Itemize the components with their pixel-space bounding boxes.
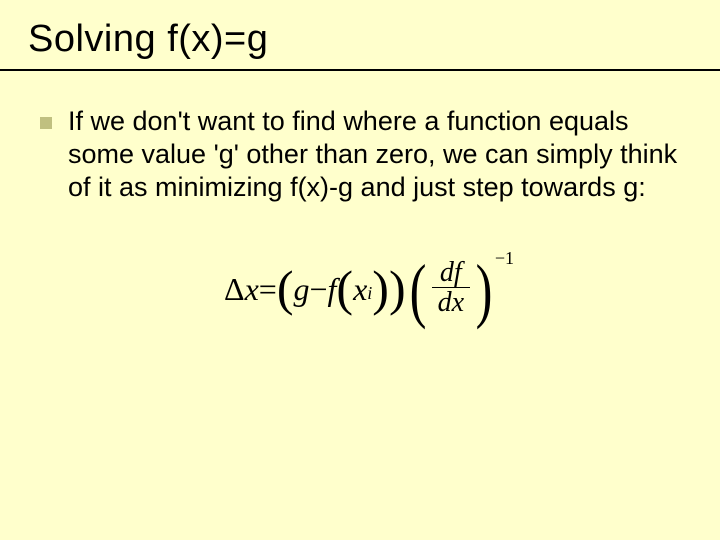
equation: Δx = ( g − f ( xi ) ) ( df dx ) −1 <box>224 254 496 326</box>
square-bullet-icon <box>40 117 52 129</box>
eq-rparen2: ) <box>372 263 389 313</box>
eq-derivative-group: ( df dx ) −1 <box>406 254 496 326</box>
eq-fraction: df dx <box>432 258 470 318</box>
eq-g: g <box>293 271 309 308</box>
eq-rparen3: ) <box>476 254 493 326</box>
eq-lparen2: ( <box>336 263 353 313</box>
body-text: If we don't want to find where a functio… <box>68 105 680 204</box>
eq-lparen1: ( <box>277 263 294 313</box>
eq-exponent: −1 <box>495 248 514 269</box>
bullet-item: If we don't want to find where a functio… <box>40 105 680 204</box>
eq-frac-num: df <box>434 258 468 287</box>
eq-delta: Δ <box>224 271 245 308</box>
eq-frac-den: dx <box>432 288 470 317</box>
title-bar: Solving f(x)=g <box>0 0 720 71</box>
eq-lparen3: ( <box>409 254 426 326</box>
content-area: If we don't want to find where a functio… <box>0 71 720 326</box>
eq-f: f <box>328 271 337 308</box>
eq-xi: x <box>353 271 367 308</box>
eq-x: x <box>245 271 259 308</box>
slide-title: Solving f(x)=g <box>28 18 720 61</box>
eq-rparen1: ) <box>389 263 406 313</box>
equation-container: Δx = ( g − f ( xi ) ) ( df dx ) −1 <box>40 254 680 326</box>
eq-minus: − <box>309 271 327 308</box>
eq-equals: = <box>259 271 277 308</box>
